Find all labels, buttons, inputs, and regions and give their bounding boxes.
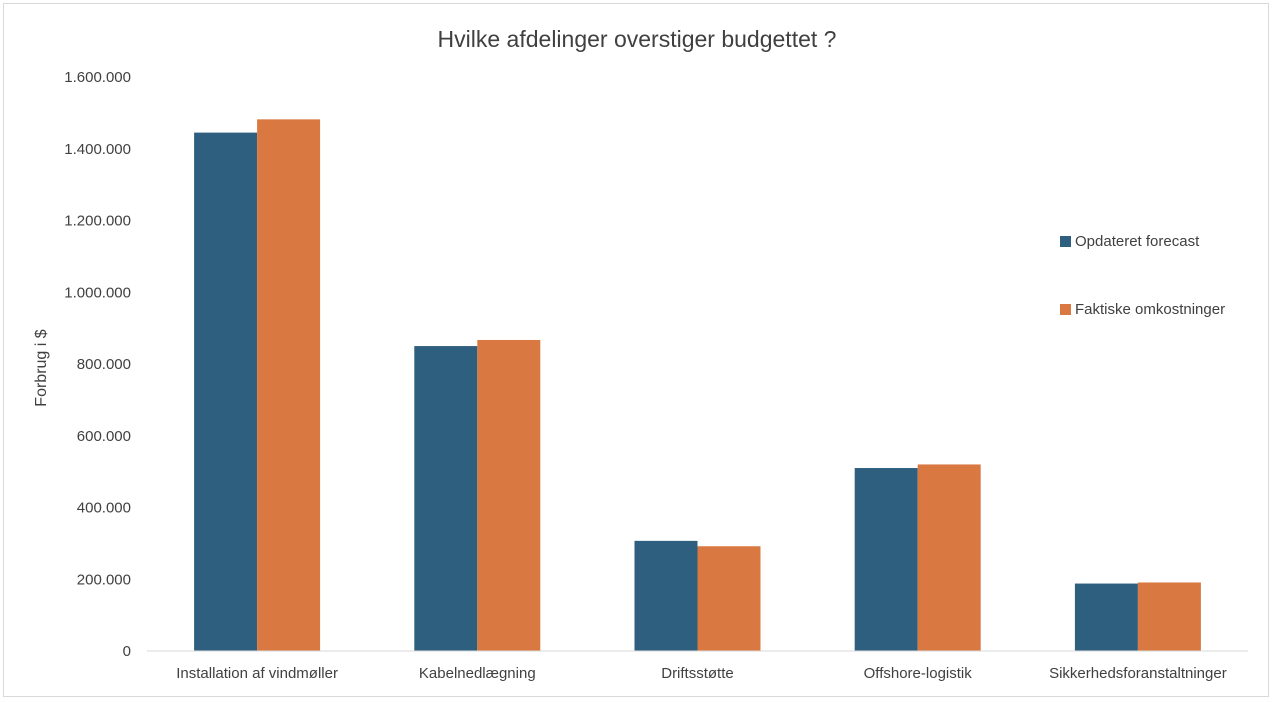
x-tick-label: Sikkerhedsforanstaltninger	[1049, 665, 1227, 682]
y-tick-label: 0	[123, 643, 131, 660]
bar-actual	[917, 464, 981, 651]
chart-area[interactable]: Hvilke afdelinger overstiger budgettet ?…	[3, 3, 1269, 697]
chart-title: Hvilke afdelinger overstiger budgettet ?	[438, 26, 837, 52]
x-tick-labels: Installation af vindmøller Kabelnedlægnin…	[176, 665, 1226, 682]
y-tick-label: 600.000	[77, 428, 131, 445]
legend-label: Faktiske omkostninger	[1075, 301, 1225, 318]
bar-actual	[697, 546, 761, 651]
y-tick-label: 200.000	[77, 571, 131, 588]
bar-forecast	[414, 346, 478, 651]
x-tick-label: Installation af vindmøller	[176, 665, 338, 682]
legend: Opdateret forecast Faktiske omkostninger	[1060, 233, 1225, 318]
y-tick-label: 1.600.000	[64, 69, 131, 86]
bar-actual	[1137, 582, 1201, 651]
bar-forecast	[634, 540, 698, 651]
bars	[194, 119, 1201, 651]
legend-swatch	[1060, 236, 1071, 247]
bar-actual	[257, 119, 321, 651]
y-tick-label: 1.000.000	[64, 284, 131, 301]
bar-forecast	[1074, 583, 1138, 651]
bar-actual	[477, 339, 541, 651]
legend-label: Opdateret forecast	[1075, 233, 1200, 250]
y-tick-label: 1.200.000	[64, 213, 131, 230]
y-tick-label: 1.400.000	[64, 141, 131, 158]
bar-chart: Hvilke afdelinger overstiger budgettet ?…	[33, 26, 1248, 682]
y-axis-title: Forbrug i $	[33, 329, 50, 406]
y-tick-labels: 0 200.000 400.000 600.000 800.000 1.000.000 1.…	[64, 69, 131, 660]
y-tick-label: 800.000	[77, 356, 131, 373]
legend-swatch	[1060, 304, 1071, 315]
bar-forecast	[854, 468, 918, 651]
x-tick-label: Offshore-logistik	[864, 665, 973, 682]
x-tick-label: Driftsstøtte	[661, 665, 734, 682]
x-tick-label: Kabelnedlægning	[419, 665, 536, 682]
y-tick-label: 400.000	[77, 500, 131, 517]
bar-forecast	[194, 132, 258, 651]
